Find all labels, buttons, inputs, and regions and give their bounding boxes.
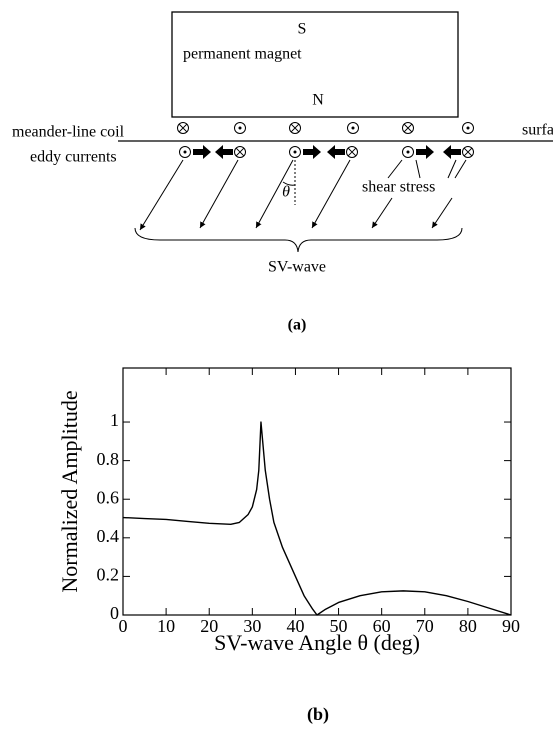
force-arrow xyxy=(303,145,321,159)
eddy-label: eddy currents xyxy=(30,149,117,166)
x-tick-label: 20 xyxy=(200,616,218,636)
in-cross xyxy=(403,123,413,133)
in-cross xyxy=(290,123,300,133)
y-tick-label: 1 xyxy=(110,410,119,430)
force-arrow xyxy=(193,145,211,159)
force-arrow xyxy=(443,145,461,159)
caption-b: (b) xyxy=(307,704,329,725)
y-tick-label: 0.4 xyxy=(97,526,120,546)
y-tick-label: 0.2 xyxy=(97,565,120,585)
brace xyxy=(134,227,463,253)
out-dot xyxy=(466,126,470,130)
diagram: S permanent magnet N meander-line coil s… xyxy=(12,11,553,334)
x-tick-label: 10 xyxy=(157,616,175,636)
x-axis-label: SV-wave Angle θ (deg) xyxy=(214,630,420,655)
y-tick-label: 0.8 xyxy=(97,449,120,469)
x-tick-label: 90 xyxy=(502,616,520,636)
coil-label: meander-line coil xyxy=(12,124,125,141)
force-arrow xyxy=(327,145,345,159)
in-cross xyxy=(235,147,245,157)
chart: 0 10 20 30 40 50 60 70 80 90 0 0.2 0.4 0.6 0.8 1 SV-wave… xyxy=(57,367,520,725)
force-arrow xyxy=(215,145,233,159)
x-tick-label: 60 xyxy=(373,616,391,636)
magnet xyxy=(171,11,459,118)
x-tick-label: 70 xyxy=(416,616,434,636)
in-cross xyxy=(463,147,473,157)
out-dot xyxy=(351,126,355,130)
plot-frame xyxy=(122,367,512,616)
y-axis-label: Normalized Amplitude xyxy=(57,390,82,592)
x-tick-label: 50 xyxy=(330,616,348,636)
wave-arrows xyxy=(139,159,467,231)
x-tick-label: 40 xyxy=(286,616,304,636)
out-dot xyxy=(293,150,297,154)
stress-label: shear stress xyxy=(362,179,435,196)
out-dot xyxy=(183,150,187,154)
force-arrow xyxy=(416,145,434,159)
y-tick-label: 0.6 xyxy=(97,487,120,507)
caption-a: (a) xyxy=(288,317,307,334)
wave-label: SV-wave xyxy=(268,259,326,276)
out-dot xyxy=(238,126,242,130)
in-cross xyxy=(347,147,357,157)
angle-label: θ xyxy=(282,184,290,201)
y-tick-label: 0 xyxy=(110,603,119,623)
magnet-north: N xyxy=(312,92,324,109)
out-dot xyxy=(406,150,410,154)
current-symbols xyxy=(177,122,474,159)
in-cross xyxy=(178,123,188,133)
x-tick-label: 80 xyxy=(459,616,477,636)
surface-label: surface xyxy=(522,122,553,139)
x-tick-label: 30 xyxy=(243,616,261,636)
magnet-label: permanent magnet xyxy=(183,46,302,63)
x-tick-label: 0 xyxy=(119,616,128,636)
magnet-south: S xyxy=(298,21,307,38)
data-line xyxy=(122,421,512,616)
